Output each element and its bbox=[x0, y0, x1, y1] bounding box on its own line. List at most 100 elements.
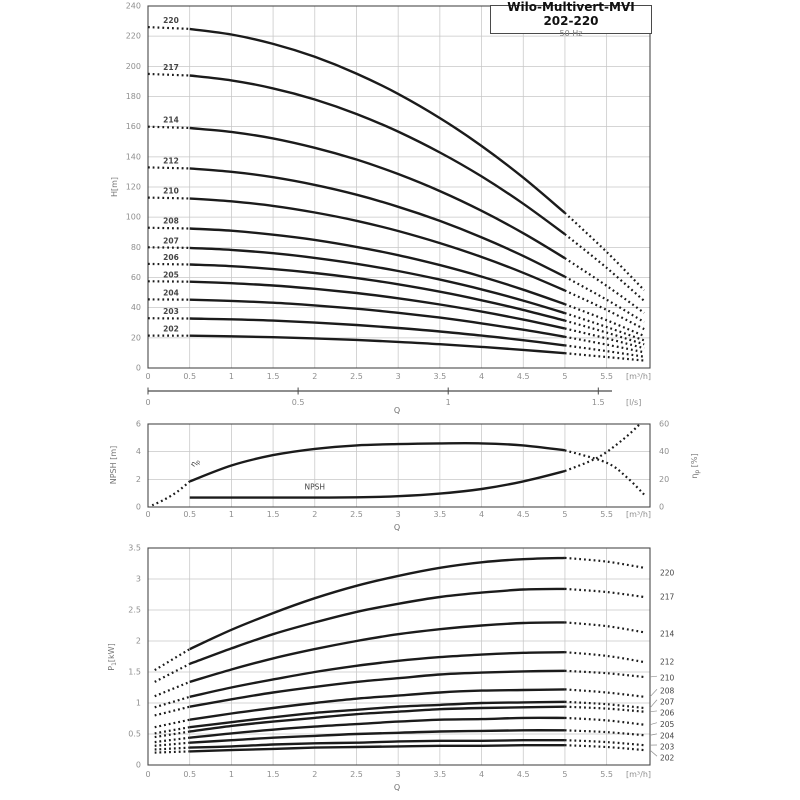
y-tick-label: 220 bbox=[126, 32, 141, 41]
y-tick-label: 2 bbox=[136, 637, 141, 646]
power-curve-203-solid bbox=[189, 738, 565, 749]
pump-curve-208-solid bbox=[189, 227, 566, 306]
pump-curve-210-dotted-end bbox=[564, 289, 645, 331]
curve-label-212: 212 bbox=[163, 156, 179, 165]
power-curve-203-dotted-start bbox=[154, 746, 190, 751]
x-tick-label: 4.5 bbox=[517, 770, 530, 779]
power-curve-214-dotted-end bbox=[564, 621, 645, 634]
plot-frame bbox=[147, 547, 651, 766]
label-leader-202 bbox=[649, 749, 658, 757]
pump-curve-212-dotted-start bbox=[147, 166, 190, 170]
power-curve-212-solid bbox=[189, 651, 565, 698]
label-leader-207 bbox=[649, 699, 658, 709]
x-axis-unit: [m³/h] bbox=[626, 372, 651, 381]
pump-curve-212-solid bbox=[189, 167, 566, 278]
power-curve-label-212: 212 bbox=[660, 658, 675, 667]
label-leader-208 bbox=[649, 688, 658, 698]
curve-label-210: 210 bbox=[163, 187, 179, 196]
x-tick-label: 2 bbox=[312, 372, 317, 381]
y-tick-label: 100 bbox=[126, 213, 141, 222]
x-tick-label: 3 bbox=[396, 372, 401, 381]
npsh-curve-dotted-end bbox=[564, 423, 641, 473]
x-tick-label: 1.5 bbox=[267, 510, 280, 519]
power-curve-210-dotted-start bbox=[154, 705, 190, 717]
eta-curve-dotted-start bbox=[151, 480, 191, 507]
y-axis-title: P1[kW] bbox=[107, 643, 118, 670]
x-tick-label: 4.5 bbox=[517, 372, 530, 381]
y-tick-label: 80 bbox=[131, 243, 141, 252]
power-curve-label-203: 203 bbox=[660, 743, 675, 752]
curve-label-203: 203 bbox=[163, 307, 179, 316]
pump-curve-210-solid bbox=[189, 197, 566, 292]
y-tick-label: 2.5 bbox=[128, 606, 141, 615]
x-tick-label: 1 bbox=[229, 510, 234, 519]
pump-curve-207-dotted-end bbox=[564, 312, 645, 342]
pump-curve-206-dotted-start bbox=[147, 262, 190, 266]
y-tick-label: 3 bbox=[136, 575, 141, 584]
y-axis-title: H[m] bbox=[110, 177, 119, 197]
curve-label-206: 206 bbox=[163, 253, 179, 262]
label-leader-205 bbox=[649, 722, 658, 726]
y-tick-label: 120 bbox=[126, 183, 141, 192]
y-tick-label-left: 6 bbox=[136, 420, 141, 429]
y-tick-label-left: 2 bbox=[136, 475, 141, 484]
pump-curve-206-solid bbox=[189, 263, 566, 322]
pump-curve-214-dotted-start bbox=[147, 125, 190, 130]
power-curve-label-220: 220 bbox=[660, 568, 675, 577]
power-curve-217-dotted-start bbox=[154, 662, 191, 683]
power-curve-210-solid bbox=[189, 669, 565, 708]
pump-curve-206-dotted-end bbox=[564, 319, 645, 346]
pump-curve-210-dotted-start bbox=[147, 196, 190, 200]
y-axis-title-left: NPSH [m] bbox=[109, 446, 118, 484]
curve-label-214: 214 bbox=[163, 116, 179, 125]
y-tick-label: 60 bbox=[131, 273, 141, 282]
power-curve-212-dotted-end bbox=[564, 651, 645, 664]
npsh-curve-solid bbox=[189, 469, 566, 499]
curve-label-217: 217 bbox=[163, 63, 179, 72]
power-curve-212-dotted-start bbox=[154, 695, 191, 709]
power-curve-214-dotted-start bbox=[154, 680, 191, 698]
x-tick-label: 0 bbox=[145, 770, 150, 779]
eta-curve-solid bbox=[189, 441, 566, 483]
power-curve-220-dotted-end bbox=[564, 556, 645, 569]
y-tick-label: 140 bbox=[126, 152, 141, 161]
x-tick-label: 4.5 bbox=[517, 510, 530, 519]
curve-label-207: 207 bbox=[163, 236, 179, 245]
power-curve-204-dotted-end bbox=[564, 729, 645, 737]
secondary-flow-axis: 0 0.5 1 1.5 Q [l/s] bbox=[145, 387, 641, 415]
y-tick-label: 0.5 bbox=[128, 730, 141, 739]
power-curve-220-solid bbox=[189, 556, 565, 651]
power-curve-205-dotted-end bbox=[564, 716, 645, 726]
pump-curve-208-dotted-end bbox=[564, 303, 645, 338]
x-tick-label: 4 bbox=[479, 770, 484, 779]
y-tick-label-right: 20 bbox=[659, 475, 669, 484]
power-curve-208-solid bbox=[189, 688, 565, 721]
power-curve-label-210: 210 bbox=[660, 674, 675, 683]
pump-curve-212-dotted-end bbox=[564, 275, 645, 324]
label-leader-210 bbox=[649, 675, 658, 678]
curve-label-220: 220 bbox=[163, 16, 179, 25]
power-curve-label-205: 205 bbox=[660, 720, 675, 729]
power-curve-label-217: 217 bbox=[660, 592, 675, 601]
power-curve-label-204: 204 bbox=[660, 731, 675, 740]
x-tick-label: 3 bbox=[396, 770, 401, 779]
pump-curve-214-solid bbox=[189, 126, 566, 260]
pump-curve-205-dotted-end bbox=[564, 327, 645, 350]
pump-curve-217-dotted-start bbox=[147, 72, 190, 77]
curve-label-208: 208 bbox=[163, 217, 179, 226]
power-curve-208-dotted-start bbox=[154, 718, 190, 729]
pump-curve-202-solid bbox=[189, 334, 565, 355]
y-tick-label: 40 bbox=[131, 303, 141, 312]
plot-frame bbox=[147, 5, 651, 369]
x-tick-label: 2 bbox=[312, 770, 317, 779]
x-axis-title: Q bbox=[394, 523, 400, 532]
npsh-label: NPSH bbox=[305, 482, 326, 491]
x-tick-label: 0.5 bbox=[183, 510, 196, 519]
power-curve-208-dotted-end bbox=[564, 688, 645, 698]
power-curve-207-solid bbox=[189, 700, 565, 729]
x-tick-label: 2.5 bbox=[350, 770, 363, 779]
x-tick-label: 3.5 bbox=[433, 372, 446, 381]
y-axis-title-right: ηp [%] bbox=[690, 453, 701, 478]
